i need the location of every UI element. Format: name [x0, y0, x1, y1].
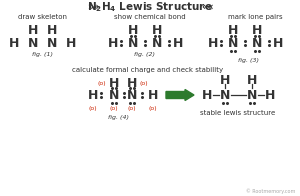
Text: »»: »» — [87, 2, 99, 12]
Text: H: H — [247, 74, 257, 86]
Text: N: N — [28, 36, 38, 50]
Text: H: H — [109, 76, 119, 90]
Text: H: H — [173, 36, 183, 50]
Text: H: H — [108, 36, 118, 50]
Text: N: N — [109, 89, 119, 102]
FancyArrow shape — [166, 90, 194, 101]
Text: N: N — [247, 89, 257, 102]
Text: $\mathbf{N_2H_4}$ Lewis Structure: $\mathbf{N_2H_4}$ Lewis Structure — [87, 0, 213, 14]
Text: H: H — [148, 89, 158, 102]
Text: (o): (o) — [128, 105, 136, 111]
Text: (o): (o) — [149, 105, 157, 111]
Text: H: H — [208, 36, 218, 50]
Text: fig. (3): fig. (3) — [238, 57, 259, 63]
Text: N: N — [252, 36, 262, 50]
Text: N: N — [152, 36, 162, 50]
Text: H: H — [273, 36, 283, 50]
Text: draw skeleton: draw skeleton — [17, 14, 67, 20]
Text: H: H — [152, 24, 162, 36]
Text: N: N — [127, 89, 137, 102]
Text: H: H — [66, 36, 76, 50]
Text: show chemical bond: show chemical bond — [114, 14, 186, 20]
Text: N: N — [128, 36, 138, 50]
Text: (o): (o) — [140, 81, 148, 85]
Text: H: H — [127, 76, 137, 90]
Text: H: H — [88, 89, 98, 102]
Text: fig. (1): fig. (1) — [32, 52, 52, 56]
Text: ««: «« — [201, 2, 213, 12]
Text: H: H — [228, 24, 238, 36]
Text: (o): (o) — [98, 81, 106, 85]
Text: H: H — [9, 36, 19, 50]
Text: H: H — [128, 24, 138, 36]
Text: N: N — [47, 36, 57, 50]
Text: H: H — [28, 24, 38, 36]
Text: N: N — [228, 36, 238, 50]
Text: (o): (o) — [89, 105, 97, 111]
Text: fig. (2): fig. (2) — [134, 52, 155, 56]
Text: H: H — [202, 89, 212, 102]
Text: (o): (o) — [110, 105, 118, 111]
Text: N: N — [220, 89, 230, 102]
Text: fig. (4): fig. (4) — [107, 114, 128, 120]
Text: H: H — [265, 89, 275, 102]
Text: H: H — [47, 24, 57, 36]
Text: © Rootmemory.com: © Rootmemory.com — [246, 188, 295, 194]
Text: H: H — [252, 24, 262, 36]
Text: stable lewis structure: stable lewis structure — [200, 110, 276, 116]
Text: H: H — [220, 74, 230, 86]
Text: mark lone pairs: mark lone pairs — [228, 14, 282, 20]
Text: calculate formal charge and check stability: calculate formal charge and check stabil… — [72, 67, 224, 73]
